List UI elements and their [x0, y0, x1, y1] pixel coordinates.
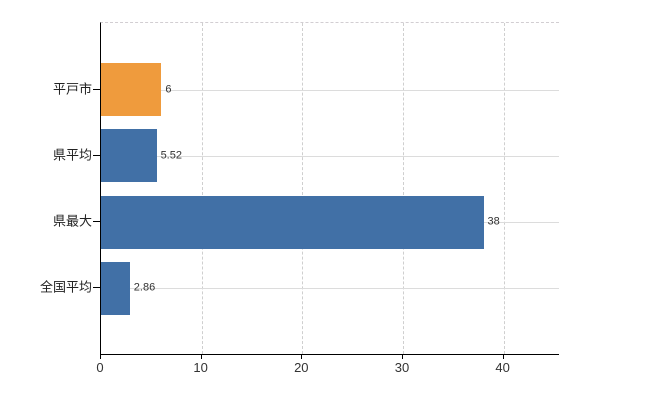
gridline-vertical	[402, 23, 404, 354]
gridline-vertical	[201, 23, 203, 354]
y-axis-tick	[93, 154, 100, 156]
x-axis-tick	[100, 354, 101, 359]
x-axis-tick-label: 10	[193, 360, 208, 375]
category-label-平戸市: 平戸市	[52, 81, 92, 96]
bar-value-label: 6	[165, 83, 172, 95]
x-axis-tick-label: 0	[96, 360, 104, 375]
y-axis-tick	[93, 287, 100, 289]
gridline-horizontal	[101, 89, 559, 91]
x-axis-tick	[401, 354, 403, 359]
gridline-vertical	[503, 23, 505, 354]
gridline-horizontal	[101, 288, 559, 290]
x-axis-tick-label: 30	[394, 360, 410, 375]
bar-県平均[interactable]	[101, 129, 157, 183]
category-label-全国平均: 全国平均	[39, 279, 92, 295]
bar-県最大[interactable]	[101, 195, 484, 249]
bar-全国平均[interactable]	[101, 261, 130, 315]
bar-value-label: 5.52	[160, 149, 182, 162]
x-axis-tick	[502, 354, 504, 359]
x-axis-tick	[301, 354, 303, 359]
y-axis-tick	[93, 88, 100, 90]
bar-value-label: 2.86	[133, 281, 156, 294]
x-axis-tick-label: 40	[495, 360, 510, 375]
x-axis-tick	[200, 354, 202, 359]
category-label-県最大: 県最大	[52, 213, 92, 229]
gridline-horizontal	[101, 155, 559, 157]
bar-平戸市[interactable]	[101, 63, 162, 116]
bar-value-label: 38	[487, 215, 500, 228]
plot-area: 6 5.52 38 2.86	[100, 22, 559, 355]
category-label-県平均: 県平均	[52, 147, 92, 163]
y-axis-tick	[93, 221, 100, 223]
x-axis-tick-label: 20	[294, 360, 309, 375]
gridline-vertical	[302, 23, 304, 354]
